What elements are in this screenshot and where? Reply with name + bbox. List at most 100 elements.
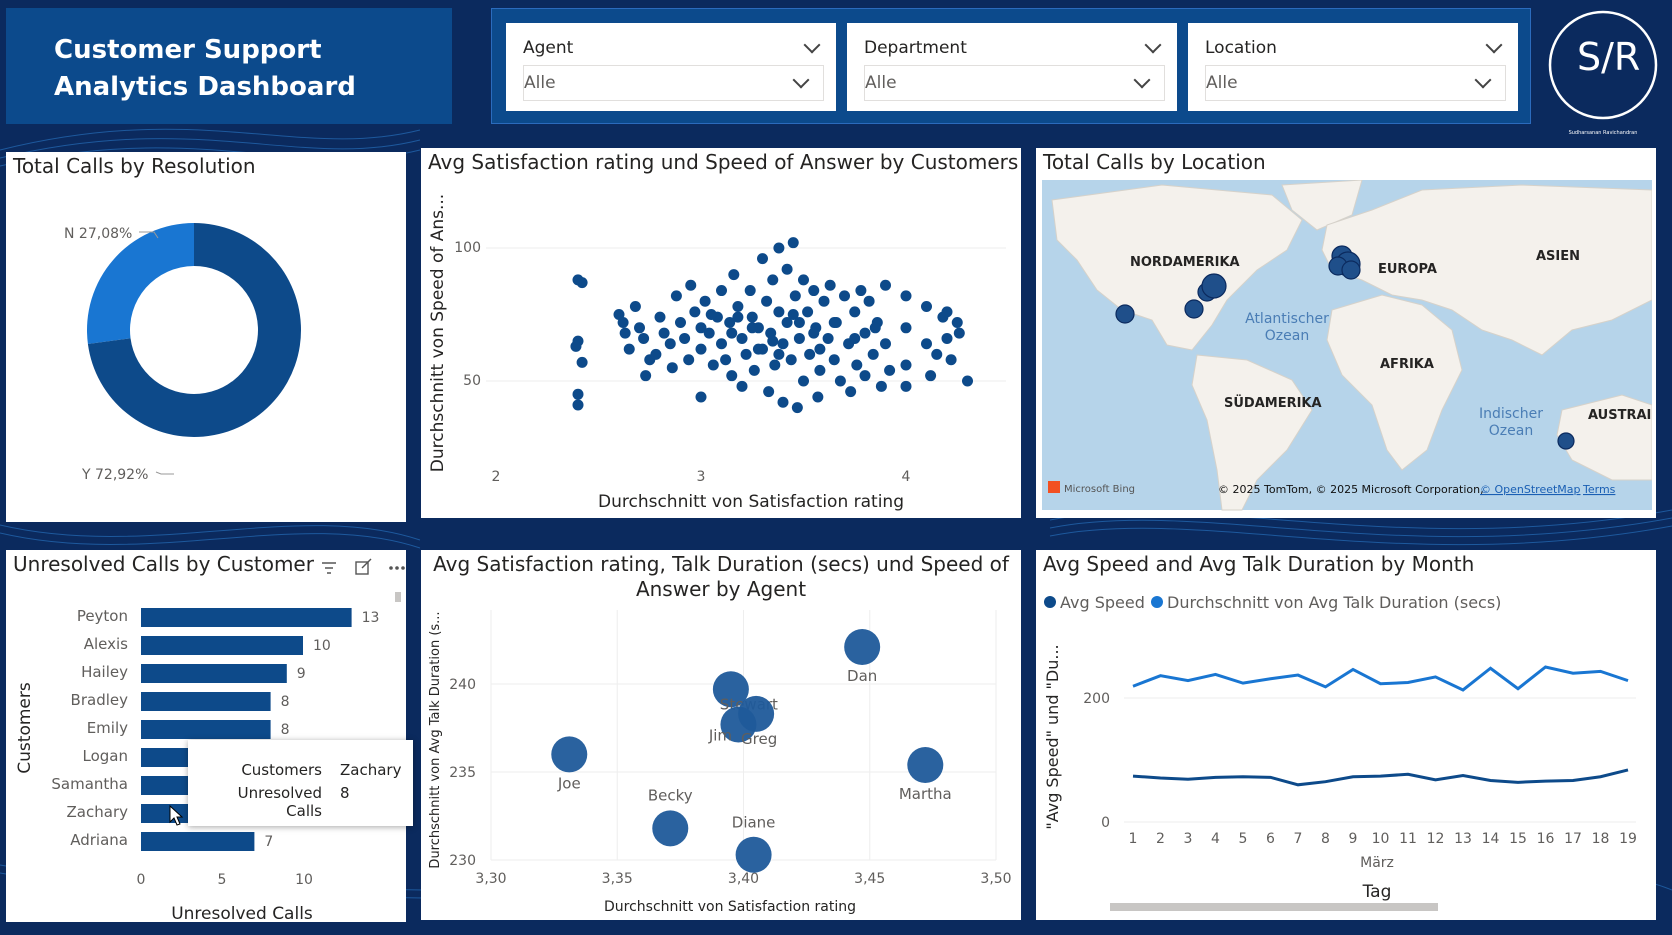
- bubble-point[interactable]: [738, 695, 775, 732]
- scatter-point[interactable]: [705, 309, 717, 320]
- scatter-point[interactable]: [869, 322, 881, 334]
- bubble-point[interactable]: [907, 746, 944, 783]
- scatter-point[interactable]: [716, 338, 727, 350]
- scatter-point[interactable]: [793, 332, 805, 344]
- scatter-point[interactable]: [752, 343, 764, 355]
- scatter-point[interactable]: [740, 348, 752, 360]
- map-bubble[interactable]: [1201, 273, 1227, 299]
- scatter-point[interactable]: [793, 316, 805, 328]
- scatter-point[interactable]: [781, 316, 793, 328]
- scatter-point[interactable]: [814, 364, 826, 376]
- scatter-point[interactable]: [619, 327, 631, 339]
- legend-item-avg-speed[interactable]: Avg Speed: [1060, 593, 1145, 612]
- scatter-point[interactable]: [572, 399, 584, 411]
- scatter-point[interactable]: [761, 295, 773, 307]
- location-dropdown[interactable]: Alle: [1205, 65, 1506, 101]
- bar[interactable]: [141, 804, 190, 823]
- scatter-point[interactable]: [685, 279, 697, 291]
- legend-item-talk-duration[interactable]: Durchschnitt von Avg Talk Duration (secs…: [1167, 593, 1501, 612]
- scatter-point[interactable]: [773, 348, 785, 360]
- scatter-point[interactable]: [834, 375, 846, 387]
- scatter-point[interactable]: [859, 370, 871, 382]
- scatter-point[interactable]: [945, 354, 957, 366]
- agent-dropdown[interactable]: Alle: [523, 65, 824, 101]
- scatter-point[interactable]: [650, 348, 662, 360]
- scatter-point[interactable]: [787, 309, 799, 320]
- scatter-point[interactable]: [808, 327, 820, 339]
- line-chart[interactable]: Avg Speed Durchschnitt von Avg Talk Dura…: [1036, 550, 1656, 920]
- scatter-point[interactable]: [572, 388, 584, 400]
- scatter-point[interactable]: [867, 348, 879, 360]
- bubble-point[interactable]: [735, 836, 772, 873]
- scatter-point[interactable]: [822, 332, 834, 344]
- map-bubble[interactable]: [1184, 299, 1204, 319]
- line-talk-duration[interactable]: [1132, 665, 1629, 692]
- scatter-point[interactable]: [707, 359, 719, 371]
- donut-chart[interactable]: N 27,08% Y 72,92%: [6, 152, 406, 522]
- scatter-point[interactable]: [789, 290, 801, 302]
- scatter-point[interactable]: [880, 338, 891, 350]
- scatter-point[interactable]: [839, 290, 850, 302]
- scatter-point[interactable]: [802, 306, 814, 318]
- scatter-point[interactable]: [638, 332, 650, 344]
- bubble-point[interactable]: [712, 671, 749, 708]
- filter-icon[interactable]: [322, 562, 336, 574]
- scatter-point[interactable]: [720, 354, 732, 366]
- bar-chart[interactable]: Peyton 13 Alexis 10 Hailey 9 Bradley 8 Emily 8 Log…: [6, 550, 406, 922]
- bar[interactable]: [141, 832, 255, 851]
- scatter-point[interactable]: [732, 311, 744, 323]
- scatter-point[interactable]: [744, 285, 756, 297]
- scatter-point[interactable]: [859, 327, 871, 339]
- department-dropdown[interactable]: Alle: [864, 65, 1165, 101]
- scatter-point[interactable]: [962, 375, 973, 387]
- bars[interactable]: Peyton 13 Alexis 10 Hailey 9 Bradley 8 Emily 8 Log…: [51, 607, 379, 851]
- scatter-point[interactable]: [818, 295, 830, 307]
- scatter-point[interactable]: [617, 316, 629, 328]
- scatter-point[interactable]: [884, 364, 896, 376]
- bar-panel[interactable]: Unresolved Calls by Customer Peyton 13 Ale…: [6, 550, 406, 922]
- scatter-point[interactable]: [675, 316, 686, 328]
- bar[interactable]: [141, 720, 271, 739]
- scatter-point[interactable]: [726, 370, 738, 382]
- chevron-down-icon[interactable]: [1144, 36, 1162, 54]
- map-panel[interactable]: Total Calls by Location NORDAMERIKA EURO…: [1036, 148, 1656, 518]
- scatter-point[interactable]: [670, 290, 682, 302]
- bubble-panel[interactable]: Avg Satisfaction rating, Talk Duration (…: [421, 550, 1021, 920]
- donut-slice-n[interactable]: [86, 223, 194, 344]
- scatter-chart[interactable]: 100 50 2 3 4 Durchschnitt von Satisfacti…: [421, 148, 1021, 518]
- scatter-point[interactable]: [736, 332, 748, 344]
- scatter-point[interactable]: [773, 306, 785, 318]
- scatter-point[interactable]: [746, 322, 758, 334]
- scatter-point[interactable]: [683, 354, 695, 366]
- agent-slicer[interactable]: Agent Alle: [506, 23, 836, 111]
- scatter-point[interactable]: [798, 274, 809, 286]
- scatter-point[interactable]: [658, 327, 670, 339]
- scatter-point[interactable]: [875, 380, 887, 392]
- scatter-point[interactable]: [791, 402, 803, 414]
- scatter-point[interactable]: [921, 301, 932, 313]
- scatter-point[interactable]: [845, 386, 857, 398]
- line-panel[interactable]: Avg Speed and Avg Talk Duration by Month…: [1036, 550, 1656, 920]
- location-slicer[interactable]: Location Alle: [1188, 23, 1518, 111]
- scatter-point[interactable]: [900, 322, 912, 334]
- scatter-point[interactable]: [855, 285, 867, 297]
- scatter-point[interactable]: [576, 356, 588, 368]
- scatter-point[interactable]: [746, 311, 758, 323]
- scatter-point[interactable]: [679, 332, 691, 344]
- chevron-down-icon[interactable]: [1485, 36, 1503, 54]
- department-slicer[interactable]: Department Alle: [847, 23, 1177, 111]
- scatter-point[interactable]: [808, 285, 820, 297]
- scatter-point[interactable]: [863, 295, 875, 307]
- scatter-point[interactable]: [880, 279, 891, 291]
- scatter-point[interactable]: [732, 301, 744, 313]
- scatter-point[interactable]: [951, 316, 963, 328]
- scatter-point[interactable]: [724, 316, 736, 328]
- scatter-point[interactable]: [900, 380, 912, 392]
- scatter-point[interactable]: [629, 301, 641, 313]
- scatter-point[interactable]: [828, 316, 840, 328]
- scatter-point[interactable]: [716, 285, 727, 297]
- scatter-point[interactable]: [814, 343, 826, 355]
- scatter-point[interactable]: [695, 343, 707, 355]
- scatter-point[interactable]: [769, 359, 781, 371]
- map-bubble[interactable]: [1115, 304, 1135, 324]
